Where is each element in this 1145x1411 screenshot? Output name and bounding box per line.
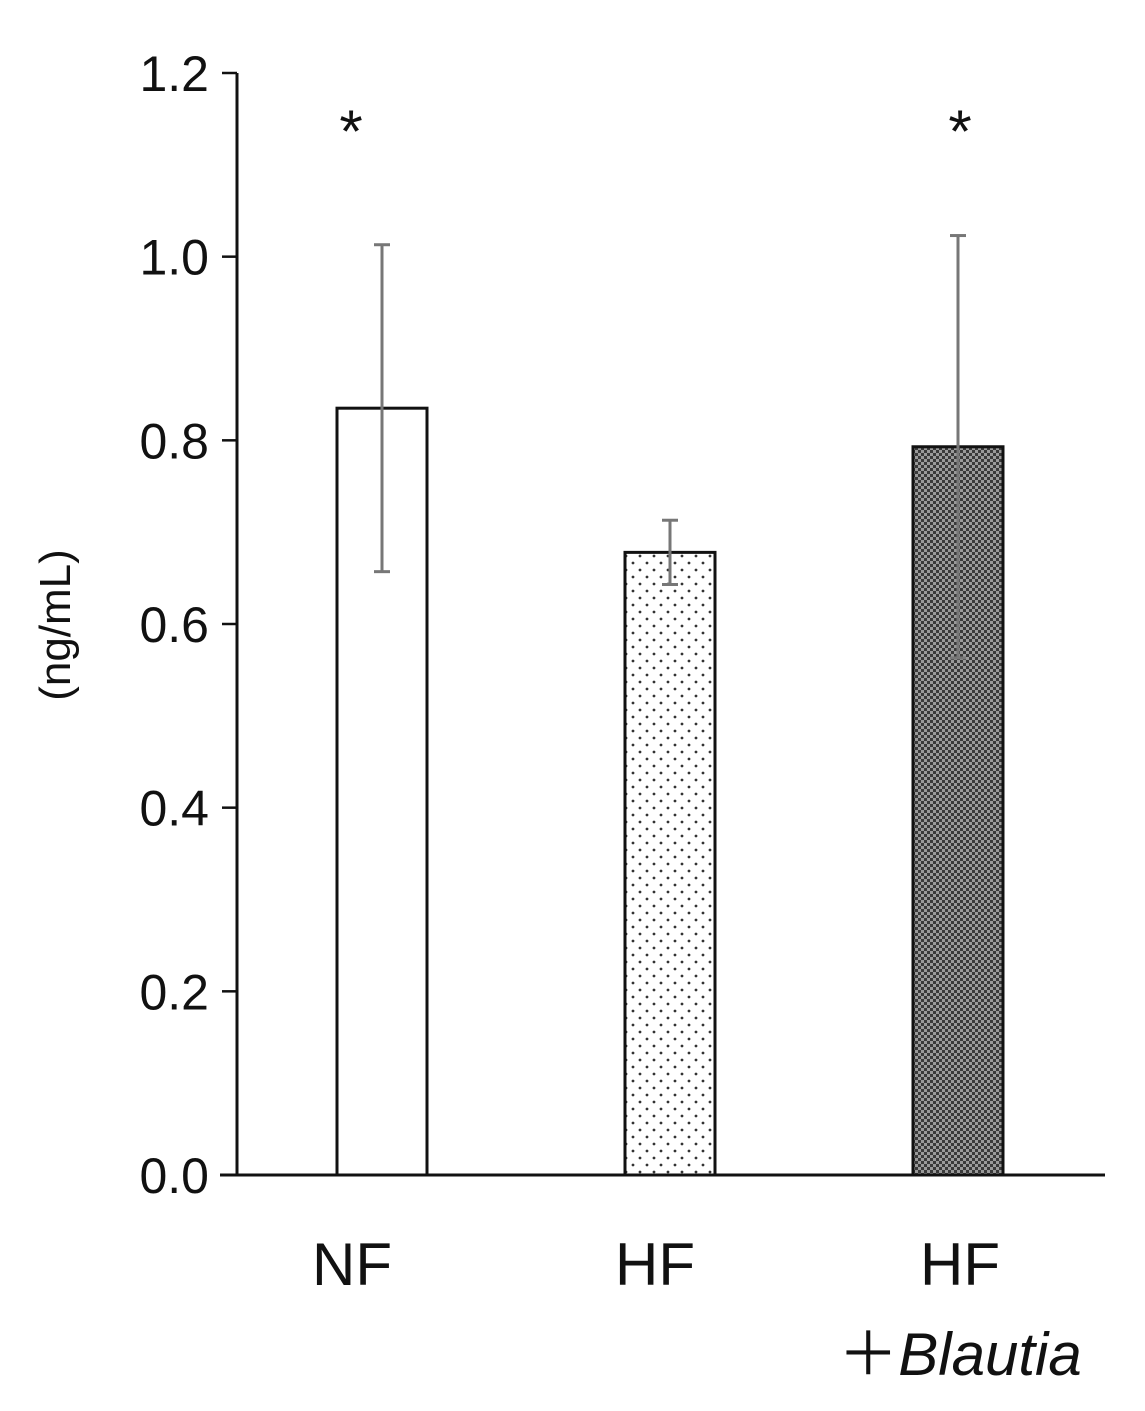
italic-strain-name: Blautia: [898, 1321, 1081, 1388]
y-tick-label: 0.2: [139, 964, 209, 1020]
y-tick-label: 0.8: [139, 413, 209, 469]
significance-marks: * *: [339, 98, 971, 165]
y-axis-ticks: 0.0 0.2 0.4 0.6 0.8 1.0 1.2: [139, 46, 237, 1204]
error-bar: [662, 518, 678, 587]
axes: [220, 73, 1105, 1177]
significance-asterisk: *: [339, 98, 362, 165]
y-tick-label: 0.6: [139, 597, 209, 653]
error-bars: [374, 234, 966, 660]
error-bar: [950, 234, 966, 660]
y-axis-title: (ng/mL): [31, 549, 80, 701]
x-category-label: NF: [312, 1231, 392, 1298]
y-tick-label: 0.0: [139, 1148, 209, 1204]
bar: [623, 550, 717, 1177]
x-axis-labels: NF HF HF ＋Blautia: [312, 1231, 1082, 1388]
y-tick-label: 1.2: [139, 46, 209, 102]
x-category-label: HF: [615, 1231, 695, 1298]
y-tick-label: 0.4: [139, 781, 209, 837]
plus-sign: ＋: [838, 1321, 898, 1388]
significance-asterisk: *: [948, 98, 971, 165]
x-category-label-line2: ＋Blautia: [838, 1321, 1081, 1388]
error-bar: [374, 243, 390, 574]
x-category-label: HF: [920, 1231, 1000, 1298]
y-tick-label: 1.0: [139, 230, 209, 286]
